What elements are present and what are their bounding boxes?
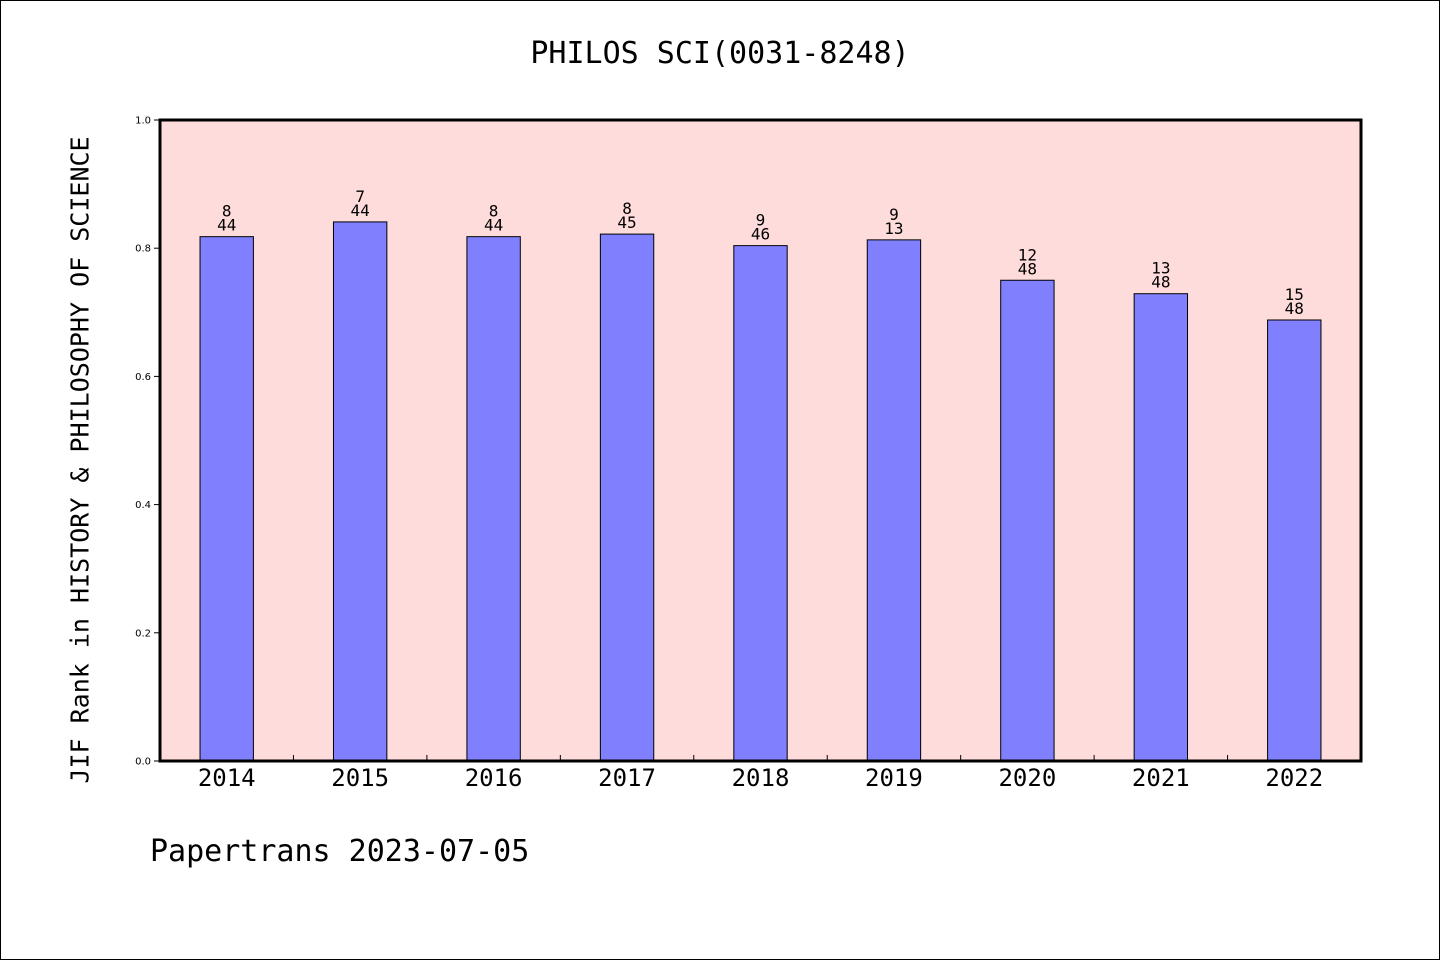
x-tick-label: 2020: [998, 764, 1056, 792]
bar-2017: [599, 233, 655, 762]
bar-rank-label: 13: [1151, 259, 1170, 278]
x-tick-label: 2016: [465, 764, 523, 792]
ticks-layer: 2014 2015 2016 2017 2018 2019 2020 2021 2022 0.0 0…: [135, 116, 1323, 793]
y-tick-label: 0.8: [135, 244, 151, 255]
bar-rank-label: 12: [1018, 245, 1037, 264]
plot-border: [158, 118, 1363, 763]
bar-2018: [733, 245, 788, 762]
x-tick-label: 2021: [1132, 764, 1190, 792]
bar-total-label: 44: [484, 216, 503, 235]
y-tick-label: 0.4: [135, 500, 151, 511]
bar-total-label: 44: [217, 216, 236, 235]
bar-rank-label: 15: [1285, 285, 1304, 304]
y-tick-label: 0.6: [135, 372, 151, 383]
bar-total-label: 45: [617, 213, 636, 232]
bar-2020: [1000, 279, 1055, 762]
bar-rank-label: 9: [889, 205, 899, 224]
bar-total-label: 44: [351, 201, 370, 220]
bar-2015: [332, 221, 388, 762]
bar-rank-label: 8: [622, 199, 632, 218]
x-tick-label: 2014: [198, 764, 256, 792]
y-tick-label: 0.2: [135, 628, 151, 639]
bar-2014: [199, 236, 254, 762]
bar-total-label: 48: [1285, 299, 1304, 318]
bar-rank-label: 8: [489, 202, 499, 221]
bar-rank-label: 7: [355, 187, 365, 206]
chart-title: PHILOS SCI(0031-8248): [530, 36, 910, 71]
bar-total-label: 46: [751, 225, 770, 244]
bar-2021: [1133, 293, 1189, 762]
y-tick-label: 0.0: [135, 757, 151, 768]
x-tick-label: 2022: [1265, 764, 1323, 792]
y-tick-label: 1.0: [135, 116, 151, 127]
bar-rank-label: 8: [222, 202, 232, 221]
x-tick-label: 2015: [331, 764, 389, 792]
x-tick-label: 2018: [732, 764, 790, 792]
bar-total-label: 48: [1151, 273, 1170, 292]
bar-total-label: 48: [1018, 259, 1037, 278]
bar-rank-label: 9: [756, 211, 766, 230]
bar-2019: [866, 239, 922, 762]
x-tick-label: 2019: [865, 764, 923, 792]
footer-text: Papertrans 2023-07-05: [150, 834, 530, 869]
bar-total-label: 13: [884, 219, 903, 238]
x-tick-label: 2017: [598, 764, 656, 792]
bar-2022: [1267, 319, 1322, 762]
bar-2016: [466, 236, 521, 762]
